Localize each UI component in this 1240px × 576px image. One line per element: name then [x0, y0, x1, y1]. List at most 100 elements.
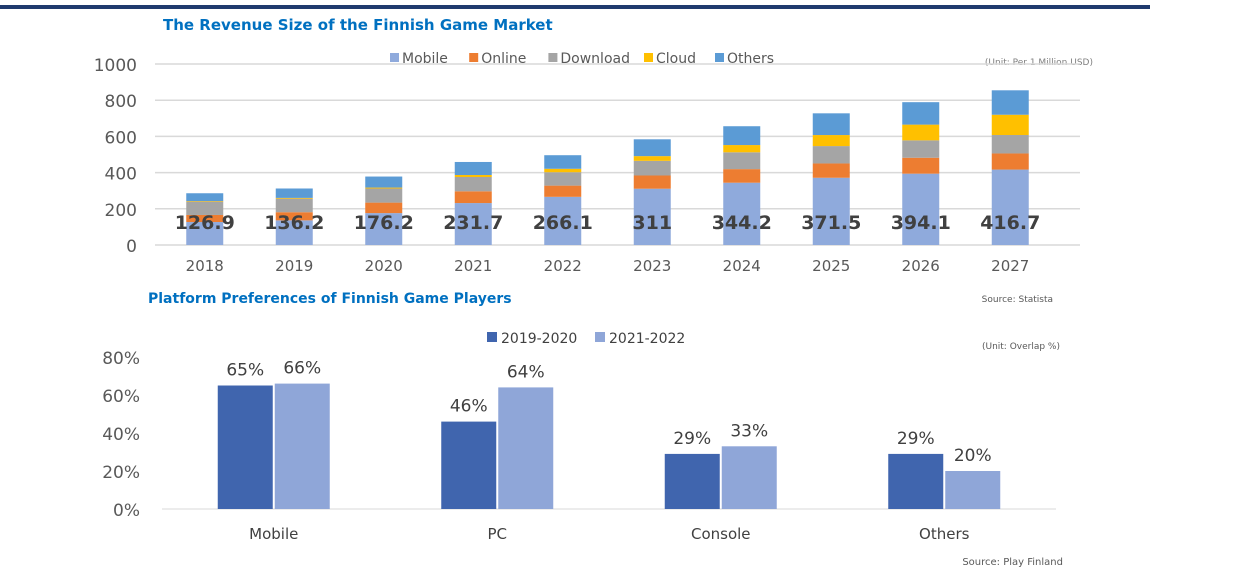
bar-segment-cloud — [812, 135, 850, 147]
bar-segment-cloud — [902, 124, 940, 141]
data-label: 231.7 — [443, 212, 503, 234]
bar-segment-mobile — [812, 177, 850, 245]
x-tick-label: PC — [487, 525, 507, 543]
bar-segment-others — [275, 188, 313, 198]
bar-segment-online — [365, 202, 403, 214]
bar-segment-cloud — [454, 175, 492, 177]
bar-2021-2022 — [945, 471, 1001, 509]
legend-label: 2021-2022 — [609, 331, 685, 347]
data-label: 20% — [954, 446, 992, 466]
bar-segment-others — [812, 113, 850, 136]
data-label: 65% — [226, 361, 264, 381]
bar-segment-others — [723, 126, 761, 146]
chart2-unit: (Unit: Overlap %) — [982, 342, 1060, 352]
bar-segment-download — [186, 201, 224, 215]
legend-swatch-others — [715, 53, 724, 62]
top-rule — [0, 5, 1150, 9]
data-label: 371.5 — [801, 212, 861, 234]
bar-2021-2022 — [721, 446, 777, 509]
bar-2019-2020 — [217, 385, 273, 509]
data-label: 64% — [507, 362, 545, 382]
bar-segment-online — [902, 157, 940, 174]
y-tick-label: 40% — [102, 425, 140, 445]
bar-segment-cloud — [186, 201, 224, 202]
bar-segment-cloud — [991, 114, 1029, 136]
x-tick-label: 2019 — [275, 257, 313, 275]
bar-segment-cloud — [633, 156, 671, 161]
legend-label-others: Others — [727, 51, 774, 67]
bar-segment-online — [186, 214, 224, 223]
bar-segment-mobile — [186, 222, 224, 245]
y-tick-label: 20% — [102, 463, 140, 483]
legend-label-mobile: Mobile — [402, 51, 448, 67]
y-tick-label: 800 — [105, 92, 137, 112]
data-label: 416.7 — [980, 212, 1040, 234]
x-tick-label: 2026 — [902, 257, 940, 275]
bar-segment-download — [633, 160, 671, 176]
bar-2019-2020 — [664, 453, 720, 509]
bar-segment-mobile — [633, 188, 671, 245]
bar-segment-cloud — [365, 187, 403, 189]
y-tick-label: 0 — [126, 237, 137, 257]
legend-label: 2019-2020 — [501, 331, 577, 347]
bar-segment-others — [902, 102, 940, 125]
bar-segment-online — [633, 175, 671, 189]
bar-segment-others — [544, 155, 582, 169]
data-label: 46% — [450, 397, 488, 417]
data-label: 311 — [632, 212, 672, 234]
data-label: 136.2 — [264, 212, 324, 234]
x-tick-label: 2023 — [633, 257, 671, 275]
data-label: 394.1 — [891, 212, 951, 234]
bar-segment-mobile — [991, 169, 1029, 245]
bar-segment-online — [454, 191, 492, 204]
bar-segment-others — [454, 161, 492, 176]
data-label: 266.1 — [533, 212, 593, 234]
y-tick-label: 600 — [105, 128, 137, 148]
bar-2019-2020 — [441, 421, 497, 509]
chart1-unit: (Unit: Per 1 Million USD) — [985, 58, 1093, 68]
bar-segment-online — [812, 163, 850, 178]
bar-segment-cloud — [723, 145, 761, 153]
x-tick-label: 2021 — [454, 257, 492, 275]
bar-segment-cloud — [544, 168, 582, 173]
legend-swatch-online — [469, 53, 479, 62]
data-label: 126.9 — [175, 212, 235, 234]
legend-swatch-cloud — [644, 53, 653, 62]
bar-segment-online — [544, 185, 582, 197]
x-tick-label: Console — [691, 525, 751, 543]
bar-segment-mobile — [275, 220, 313, 245]
legend-swatch-download — [548, 53, 558, 62]
data-label: 344.2 — [712, 212, 772, 234]
bar-segment-cloud — [275, 197, 313, 199]
y-tick-label: 1000 — [94, 56, 137, 76]
legend-swatch-mobile — [390, 53, 399, 62]
bar-2019-2020 — [888, 453, 944, 509]
chart2-source: Source: Play Finland — [962, 557, 1063, 568]
data-label: 66% — [283, 359, 321, 379]
chart1-source: Source: Statista — [982, 295, 1053, 305]
bar-segment-mobile — [723, 182, 761, 245]
y-tick-label: 60% — [102, 387, 140, 407]
bar-segment-mobile — [365, 213, 403, 245]
bar-segment-download — [544, 172, 582, 186]
bar-segment-others — [365, 176, 403, 188]
x-tick-label: 2024 — [723, 257, 761, 275]
x-tick-label: Mobile — [249, 525, 298, 543]
legend-swatch — [595, 332, 605, 342]
legend-label-download: Download — [560, 51, 630, 67]
bar-segment-download — [902, 140, 940, 158]
y-tick-label: 400 — [105, 165, 137, 185]
bar-segment-mobile — [454, 203, 492, 245]
x-tick-label: Others — [919, 525, 970, 543]
x-tick-label: 2027 — [991, 257, 1029, 275]
y-tick-label: 0% — [113, 501, 140, 521]
legend-swatch — [487, 332, 497, 342]
bar-2021-2022 — [274, 383, 330, 509]
bar-segment-online — [275, 212, 313, 221]
data-label: 29% — [673, 429, 711, 449]
bar-segment-mobile — [902, 173, 940, 245]
bar-segment-download — [991, 135, 1029, 154]
y-tick-label: 80% — [102, 349, 140, 369]
bar-segment-download — [454, 176, 492, 192]
